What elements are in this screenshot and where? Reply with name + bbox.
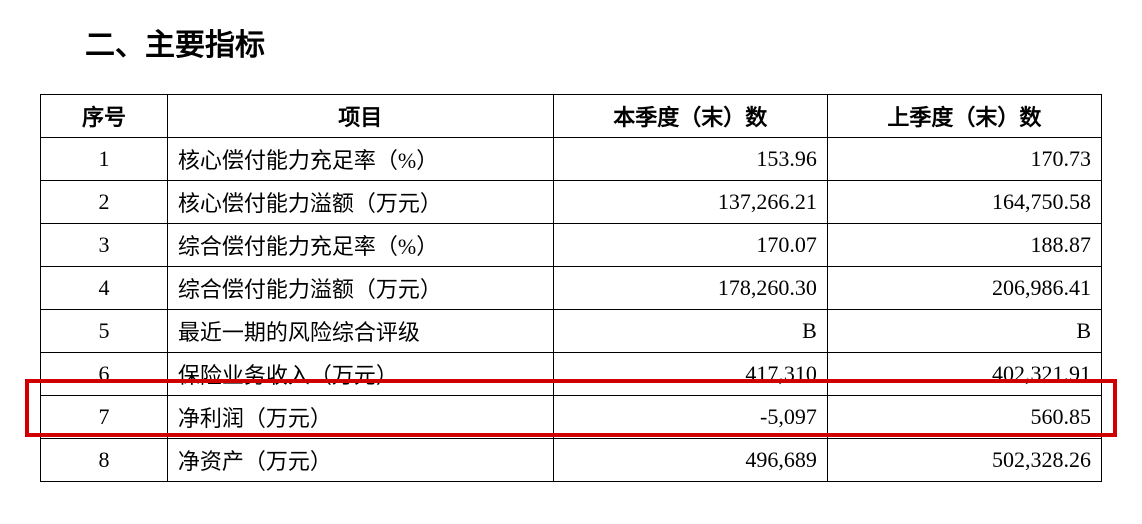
cell-item: 综合偿付能力溢额（万元） [167,267,553,310]
cell-previous: 560.85 [827,396,1101,439]
cell-seq: 3 [41,224,168,267]
cell-seq: 7 [41,396,168,439]
table-row: 1 核心偿付能力充足率（%） 153.96 170.73 [41,138,1102,181]
cell-seq: 8 [41,439,168,482]
section-title: 二、主要指标 [85,20,1102,64]
cell-item: 最近一期的风险综合评级 [167,310,553,353]
table-row: 3 综合偿付能力充足率（%） 170.07 188.87 [41,224,1102,267]
table-row: 2 核心偿付能力溢额（万元） 137,266.21 164,750.58 [41,181,1102,224]
cell-current: -5,097 [553,396,827,439]
cell-item: 核心偿付能力溢额（万元） [167,181,553,224]
header-item: 项目 [167,95,553,138]
table-row: 5 最近一期的风险综合评级 B B [41,310,1102,353]
cell-seq: 1 [41,138,168,181]
table-container: 序号 项目 本季度（末）数 上季度（末）数 1 核心偿付能力充足率（%） 153… [40,94,1102,482]
cell-seq: 5 [41,310,168,353]
table-row: 6 保险业务收入（万元） 417,310 402,321.91 [41,353,1102,396]
cell-item: 核心偿付能力充足率（%） [167,138,553,181]
header-previous: 上季度（末）数 [827,95,1101,138]
cell-seq: 6 [41,353,168,396]
cell-current: B [553,310,827,353]
cell-previous: 170.73 [827,138,1101,181]
cell-previous: B [827,310,1101,353]
cell-current: 153.96 [553,138,827,181]
cell-item: 净资产（万元） [167,439,553,482]
cell-previous: 206,986.41 [827,267,1101,310]
cell-previous: 402,321.91 [827,353,1101,396]
indicators-table: 序号 项目 本季度（末）数 上季度（末）数 1 核心偿付能力充足率（%） 153… [40,94,1102,482]
header-seq: 序号 [41,95,168,138]
cell-previous: 502,328.26 [827,439,1101,482]
cell-item: 综合偿付能力充足率（%） [167,224,553,267]
table-row: 7 净利润（万元） -5,097 560.85 [41,396,1102,439]
cell-seq: 4 [41,267,168,310]
table-row: 8 净资产（万元） 496,689 502,328.26 [41,439,1102,482]
cell-current: 170.07 [553,224,827,267]
cell-current: 496,689 [553,439,827,482]
cell-previous: 188.87 [827,224,1101,267]
cell-previous: 164,750.58 [827,181,1101,224]
cell-seq: 2 [41,181,168,224]
table-row: 4 综合偿付能力溢额（万元） 178,260.30 206,986.41 [41,267,1102,310]
table-header-row: 序号 项目 本季度（末）数 上季度（末）数 [41,95,1102,138]
header-current: 本季度（末）数 [553,95,827,138]
cell-current: 137,266.21 [553,181,827,224]
cell-current: 417,310 [553,353,827,396]
cell-current: 178,260.30 [553,267,827,310]
cell-item: 保险业务收入（万元） [167,353,553,396]
cell-item: 净利润（万元） [167,396,553,439]
